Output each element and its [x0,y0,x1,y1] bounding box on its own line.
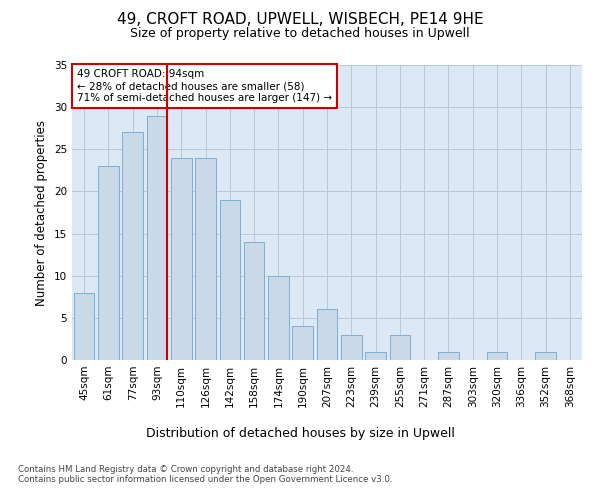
Bar [220,200,240,360]
Text: 49 CROFT ROAD: 94sqm
← 28% of detached houses are smaller (58)
71% of semi-detac: 49 CROFT ROAD: 94sqm ← 28% of detached h… [77,70,332,102]
Bar [122,132,143,360]
Bar [535,352,556,360]
Bar [438,352,459,360]
Bar [98,166,119,360]
Bar [146,116,167,360]
Bar [292,326,313,360]
Bar [171,158,191,360]
Bar [317,310,337,360]
Text: 49, CROFT ROAD, UPWELL, WISBECH, PE14 9HE: 49, CROFT ROAD, UPWELL, WISBECH, PE14 9H… [116,12,484,28]
Bar [74,292,94,360]
Y-axis label: Number of detached properties: Number of detached properties [35,120,49,306]
Text: Contains HM Land Registry data © Crown copyright and database right 2024.
Contai: Contains HM Land Registry data © Crown c… [18,465,392,484]
Bar [487,352,508,360]
Bar [268,276,289,360]
Bar [365,352,386,360]
Bar [195,158,216,360]
Bar [389,334,410,360]
Bar [341,334,362,360]
Text: Distribution of detached houses by size in Upwell: Distribution of detached houses by size … [146,428,454,440]
Text: Size of property relative to detached houses in Upwell: Size of property relative to detached ho… [130,28,470,40]
Bar [244,242,265,360]
